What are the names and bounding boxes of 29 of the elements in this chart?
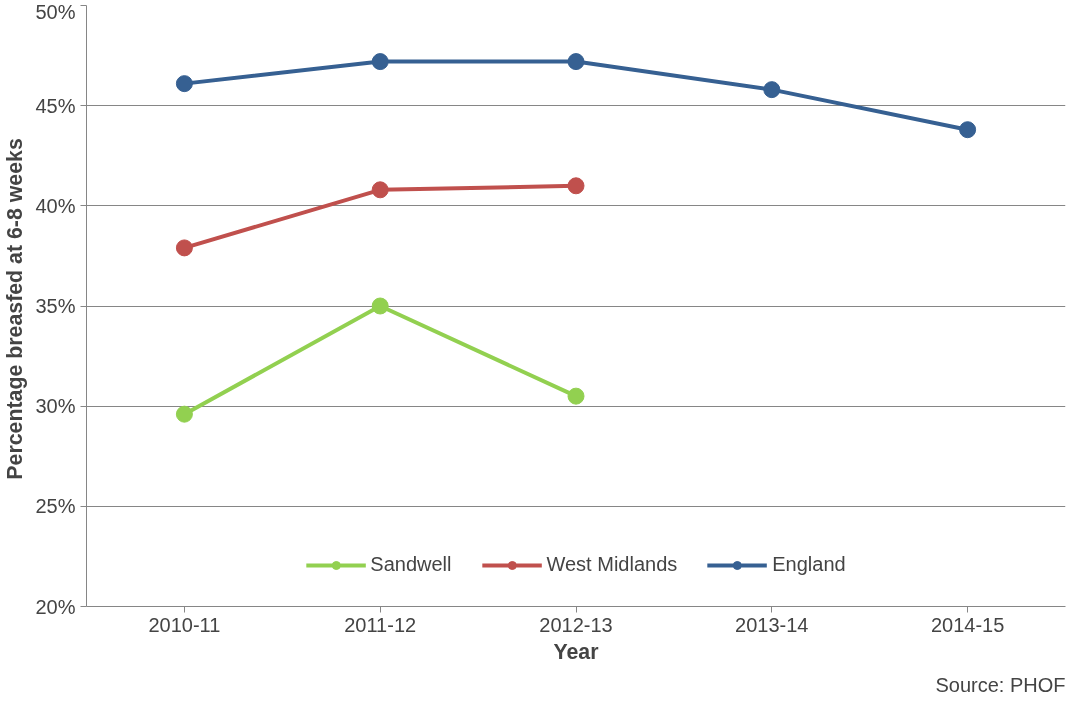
legend-label: Sandwell: [370, 553, 452, 576]
point: [371, 181, 389, 199]
x-axis-title: Year: [553, 639, 599, 664]
point: [567, 387, 585, 405]
y-tick-label: 50%: [35, 0, 76, 23]
y-tick-label: 45%: [35, 94, 76, 117]
y-tick-label: 25%: [35, 495, 76, 518]
y-axis-title: Percentage breasfed at 6-8 weeks: [3, 138, 28, 480]
y-tick-label: 35%: [35, 295, 76, 317]
y-tick-label: 40%: [35, 194, 76, 217]
source-note: Source: PHOF: [935, 673, 1066, 696]
x-tick-label: 2011-12: [344, 613, 417, 636]
x-tick-label: 2013-14: [735, 613, 809, 636]
point: [567, 53, 585, 71]
x-tick-label: 2012-13: [539, 613, 613, 636]
point: [175, 239, 193, 257]
point: [371, 297, 389, 315]
x-tick-label: 2010-11: [148, 613, 221, 636]
point: [763, 81, 781, 99]
point: [175, 75, 193, 93]
point: [175, 405, 193, 423]
y-tick-label: 20%: [35, 595, 76, 618]
y-tick-label: 30%: [35, 395, 76, 418]
point: [567, 177, 585, 195]
x-tick-label: 2014-15: [930, 613, 1005, 636]
point: [371, 53, 389, 71]
legend-label: West Midlands: [546, 553, 678, 576]
point: [959, 121, 977, 139]
legend-label: England: [772, 553, 846, 576]
